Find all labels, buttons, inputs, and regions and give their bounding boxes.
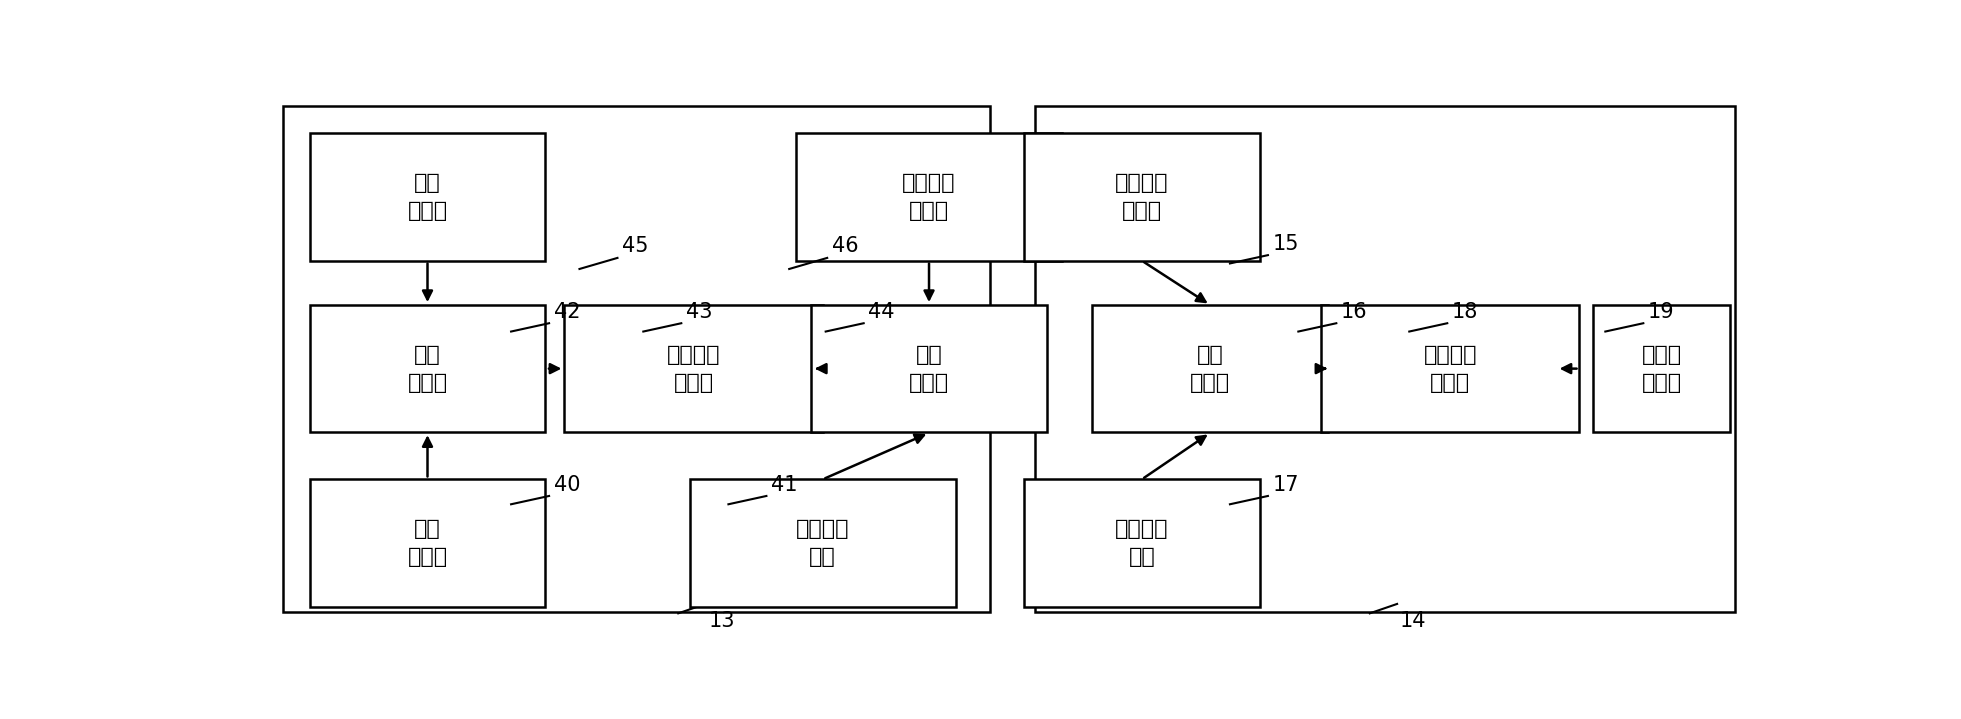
- Bar: [1035, 106, 1735, 613]
- Text: 发射透镜
固定盖: 发射透镜 固定盖: [902, 173, 955, 221]
- Text: 探测器
安装架: 探测器 安装架: [1641, 344, 1683, 393]
- Text: 16: 16: [1341, 302, 1367, 322]
- Text: 44: 44: [869, 302, 894, 322]
- Bar: [1024, 133, 1259, 261]
- Text: 接收透镜
固定盖: 接收透镜 固定盖: [1116, 173, 1169, 221]
- Bar: [1092, 305, 1328, 432]
- Text: 19: 19: [1647, 302, 1675, 322]
- Bar: [812, 305, 1047, 432]
- Text: 18: 18: [1451, 302, 1479, 322]
- Text: 光源
安装架: 光源 安装架: [408, 344, 447, 393]
- Text: 43: 43: [686, 302, 712, 322]
- Text: 接收
主镜筒: 接收 主镜筒: [1190, 344, 1230, 393]
- Bar: [1592, 305, 1730, 432]
- Bar: [796, 133, 1063, 261]
- Text: 15: 15: [1273, 234, 1298, 254]
- Bar: [310, 480, 545, 607]
- Text: 17: 17: [1273, 475, 1298, 495]
- Bar: [1322, 305, 1579, 432]
- Text: 发射尾部
调整架: 发射尾部 调整架: [667, 344, 720, 393]
- Bar: [310, 305, 545, 432]
- Text: 40: 40: [553, 475, 580, 495]
- Bar: [690, 480, 955, 607]
- Text: 14: 14: [1400, 610, 1428, 631]
- Bar: [310, 133, 545, 261]
- Bar: [1024, 480, 1259, 607]
- Text: 45: 45: [622, 237, 649, 256]
- Text: 42: 42: [553, 302, 580, 322]
- Text: 接收透镜
压圈: 接收透镜 压圈: [1116, 519, 1169, 567]
- Text: 接收尾部
调整架: 接收尾部 调整架: [1424, 344, 1477, 393]
- Text: 光源
安装板: 光源 安装板: [408, 173, 447, 221]
- Text: 41: 41: [771, 475, 798, 495]
- Text: 13: 13: [708, 610, 735, 631]
- Bar: [282, 106, 990, 613]
- Text: 发射
主镜筒: 发射 主镜筒: [910, 344, 949, 393]
- Text: 46: 46: [831, 237, 859, 256]
- Bar: [565, 305, 824, 432]
- Text: 发射透镜
压圈: 发射透镜 压圈: [796, 519, 849, 567]
- Text: 光阑
安装板: 光阑 安装板: [408, 519, 447, 567]
